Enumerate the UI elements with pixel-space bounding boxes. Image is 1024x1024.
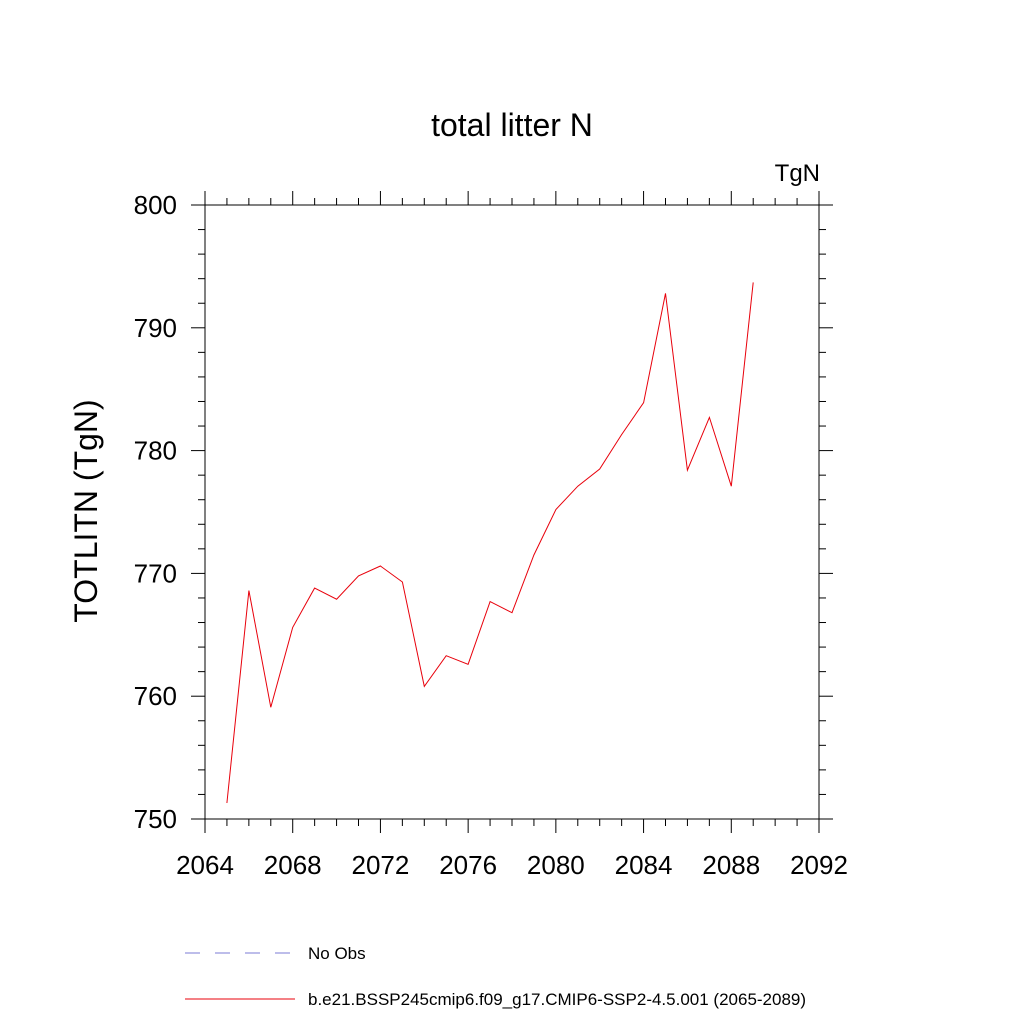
series-line: [226, 282, 754, 804]
data-point: [599, 468, 601, 470]
plot-frame: [204, 204, 820, 820]
y-tick-label: 760: [134, 681, 177, 711]
data-point: [555, 509, 557, 511]
x-tick-label: 2088: [702, 850, 760, 880]
data-point: [665, 293, 667, 295]
series-layer: [226, 282, 754, 804]
units-label: TgN: [775, 160, 820, 187]
data-point: [402, 581, 404, 583]
y-tick-label: 800: [134, 190, 177, 220]
x-tick-label: 2064: [176, 850, 234, 880]
x-tick-label: 2076: [439, 850, 497, 880]
x-tick-label: 2080: [527, 850, 585, 880]
data-point: [511, 612, 513, 614]
x-tick-label: 2092: [790, 850, 848, 880]
data-point: [292, 627, 294, 629]
data-point: [621, 434, 623, 436]
legend: No Obs b.e21.BSSP245cmip6.f09_g17.CMIP6-S…: [185, 944, 806, 1009]
data-point: [643, 402, 645, 404]
y-tick-label: 750: [134, 804, 177, 834]
y-axis-label: TOTLITN (TgN): [68, 399, 104, 622]
legend-label: No Obs: [308, 944, 366, 963]
y-tick-label: 780: [134, 436, 177, 466]
data-point: [445, 655, 447, 657]
data-point: [226, 802, 228, 804]
data-point: [336, 598, 338, 600]
data-point: [709, 417, 711, 419]
data-point: [248, 590, 250, 592]
data-point: [533, 554, 535, 556]
y-tick-label: 790: [134, 313, 177, 343]
data-point: [270, 706, 272, 708]
data-point: [752, 282, 754, 284]
data-point: [380, 565, 382, 567]
data-point: [577, 485, 579, 487]
axes-layer: 2064 2068 2072 2076 2080 2084 2088 2092 750 760 77…: [134, 190, 848, 880]
x-tick-label: 2068: [264, 850, 322, 880]
data-point: [423, 686, 425, 688]
x-tick-label: 2072: [352, 850, 410, 880]
legend-label: b.e21.BSSP245cmip6.f09_g17.CMIP6-SSP2-4.…: [308, 990, 806, 1009]
data-point: [687, 469, 689, 471]
data-point: [489, 601, 491, 603]
data-point: [358, 575, 360, 577]
x-tick-label: 2084: [615, 850, 673, 880]
data-point: [314, 587, 316, 589]
data-point: [730, 485, 732, 487]
data-point: [467, 663, 469, 665]
chart-title: total litter N: [431, 107, 593, 143]
y-tick-label: 770: [134, 558, 177, 588]
